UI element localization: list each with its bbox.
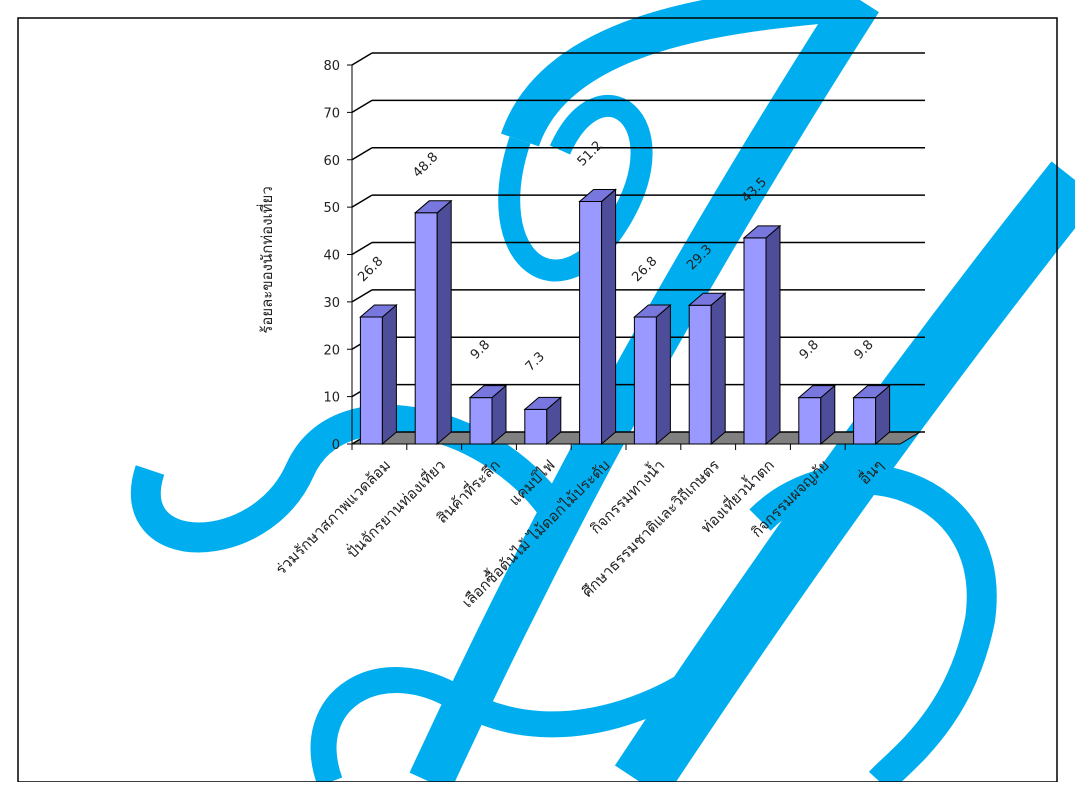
bar-face — [524, 408, 548, 445]
bar-face — [436, 199, 452, 446]
y-tick-label: 0 — [332, 438, 340, 453]
bar-face — [710, 292, 726, 446]
grid-line — [351, 241, 373, 256]
grid-line — [351, 147, 373, 161]
y-tick-label: 60 — [323, 154, 340, 169]
bar-face — [798, 397, 822, 445]
bar-face — [797, 385, 837, 399]
bar-face — [469, 397, 493, 445]
bar — [633, 303, 672, 446]
y-tick-label: 50 — [323, 201, 340, 216]
y-tick-label: 40 — [323, 249, 340, 264]
bar-face — [381, 303, 397, 446]
bar — [359, 303, 398, 446]
bar-face — [601, 188, 617, 446]
bar-face — [413, 200, 453, 214]
bar — [523, 396, 563, 446]
bar-face — [853, 397, 877, 445]
bar-face — [359, 304, 398, 318]
bar-face — [633, 316, 657, 445]
bar — [687, 292, 727, 446]
value-label: 9.8 — [468, 337, 493, 362]
bar-face — [414, 212, 438, 445]
bar-face — [687, 292, 727, 306]
y-tick-label: 80 — [323, 59, 340, 74]
bar-face — [852, 385, 891, 399]
value-label: 26.8 — [355, 254, 386, 285]
bar-face — [523, 396, 563, 410]
bar-face — [579, 200, 603, 445]
y-tick-label: 10 — [323, 391, 340, 406]
value-label: 9.8 — [797, 337, 822, 362]
grid-line — [351, 194, 373, 208]
value-label: 48.8 — [410, 150, 441, 181]
x-tick-label: ปั่นจักรยานท่องเที่ยว — [342, 455, 449, 562]
bar-face — [655, 303, 671, 446]
bar-face — [742, 225, 782, 239]
grid-line — [351, 52, 373, 66]
bar-face — [578, 188, 617, 202]
bar — [742, 224, 782, 446]
bar — [468, 384, 508, 446]
bar — [413, 199, 453, 446]
y-tick-label: 70 — [323, 106, 340, 121]
bar — [578, 188, 617, 446]
y-tick-label: 20 — [323, 343, 340, 358]
grid-line — [351, 289, 373, 303]
bar-face — [688, 304, 712, 445]
value-label: 51.2 — [575, 138, 606, 169]
value-label: 7.3 — [523, 349, 548, 374]
grid-line — [351, 99, 373, 114]
value-label: 9.8 — [852, 337, 877, 362]
bar-face — [743, 237, 767, 445]
bar-face — [765, 224, 781, 446]
bar — [852, 384, 891, 446]
bar-face — [633, 304, 672, 318]
watermark — [130, 0, 1075, 786]
y-axis-label: ร้อยละของนักท่องเที่ยว — [256, 186, 276, 333]
value-label: 26.8 — [629, 254, 660, 285]
bar — [797, 384, 837, 446]
bar-face — [359, 316, 383, 445]
y-tick-label: 30 — [323, 296, 340, 311]
bar-face — [468, 385, 508, 399]
